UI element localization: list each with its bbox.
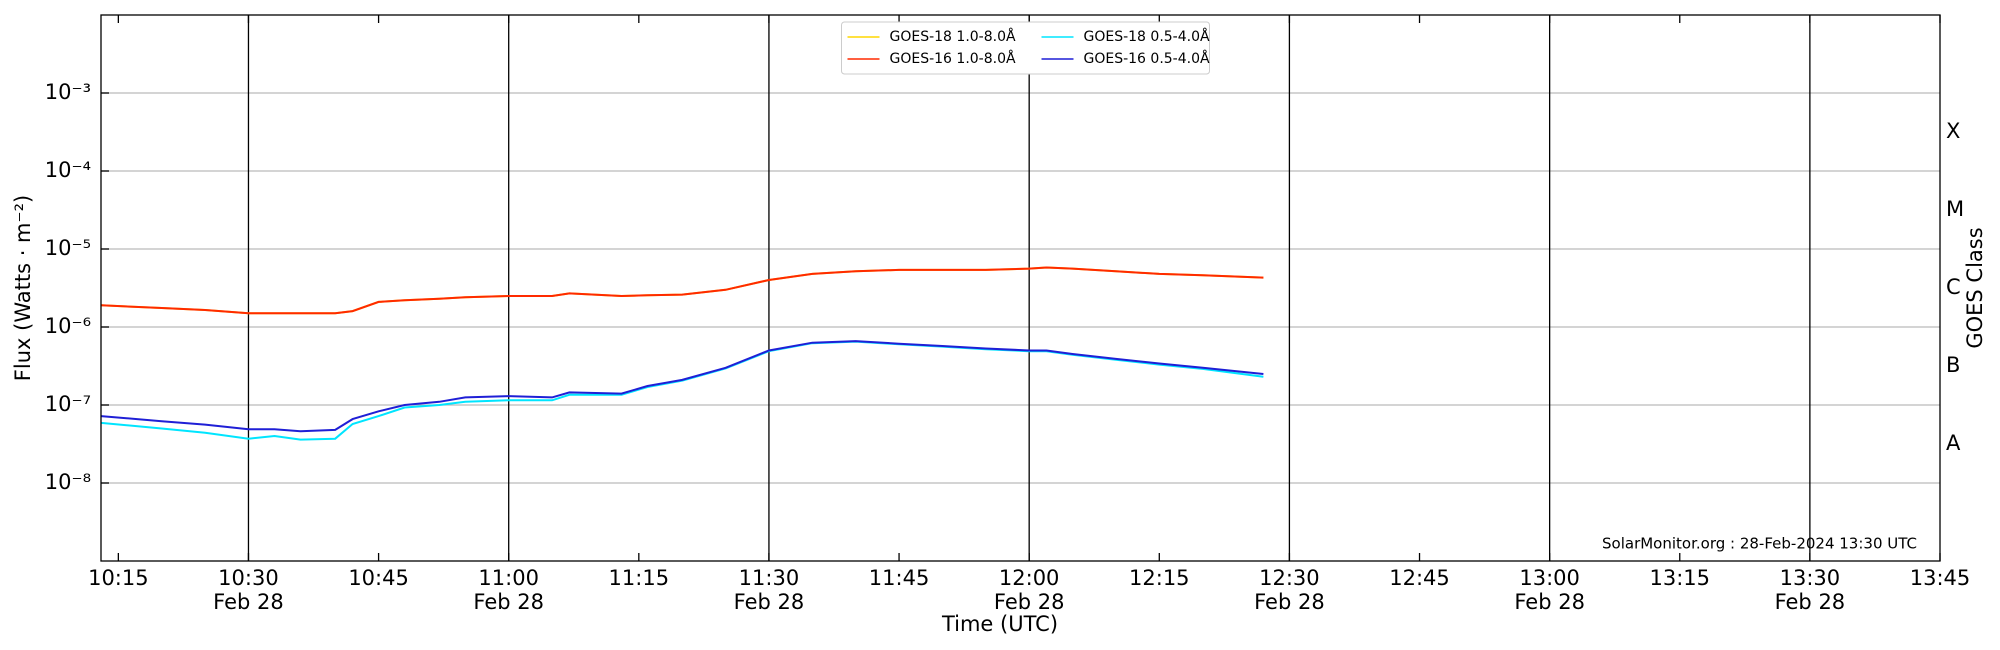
x-tick-label: 11:15 xyxy=(608,566,670,590)
x-tick-label: 10:30 Feb 28 xyxy=(213,566,284,614)
x-tick-label: 12:30 Feb 28 xyxy=(1254,566,1325,614)
x-tick-label: 11:45 xyxy=(868,566,930,590)
y2-tick-label: B xyxy=(1946,353,1960,377)
y-tick-label: 10⁻³ xyxy=(45,80,91,104)
legend-label: GOES-16 0.5-4.0Å xyxy=(1084,50,1210,67)
annotation: SolarMonitor.org : 28-Feb-2024 13:30 UTC xyxy=(1602,535,1917,553)
y-tick-label: 10⁻⁸ xyxy=(45,470,91,494)
y2-axis-label: GOES Class xyxy=(1963,227,1987,348)
x-tick-label: 10:15 xyxy=(88,566,149,590)
x-tick-label: 11:00 Feb 28 xyxy=(473,566,544,614)
legend-label: GOES-18 0.5-4.0Å xyxy=(1084,28,1210,45)
series-line xyxy=(100,340,1264,433)
y-tick-label: 10⁻⁶ xyxy=(45,314,91,338)
legend: GOES-18 1.0-8.0Å GOES-16 1.0-8.0Å GOES-18 … xyxy=(841,21,1210,75)
x-tick-label: 13:00 Feb 28 xyxy=(1514,566,1585,614)
x-axis-label: Time (UTC) xyxy=(941,612,1058,636)
plot-frame xyxy=(100,14,1941,562)
y-tick-label: 10⁻⁷ xyxy=(45,392,91,416)
x-tick-label: 12:15 xyxy=(1129,566,1190,590)
y2-tick-label: A xyxy=(1946,431,1961,455)
legend-label: GOES-18 1.0-8.0Å xyxy=(890,28,1016,45)
y2-tick-label: X xyxy=(1946,119,1960,143)
legend-box xyxy=(841,21,1210,75)
x-tick-label: 13:30 Feb 28 xyxy=(1774,566,1846,614)
y2-tick-label: M xyxy=(1946,197,1964,221)
series-line xyxy=(100,266,1264,315)
y-tick-label: 10⁻⁴ xyxy=(45,158,91,182)
x-tick-label: 10:45 xyxy=(348,566,409,590)
series-line xyxy=(100,266,1264,315)
y-tick-label: 10⁻⁵ xyxy=(45,236,91,260)
x-tick-label: 13:15 xyxy=(1649,566,1711,590)
y2-tick-label: C xyxy=(1946,275,1961,299)
x-tick-label: 12:45 xyxy=(1389,566,1450,590)
legend-label: GOES-16 1.0-8.0Å xyxy=(890,50,1016,67)
y-axis-label: Flux (Watts · m⁻²) xyxy=(11,195,35,381)
x-tick-label: 13:45 xyxy=(1909,566,1971,590)
x-tick-label: 11:30 Feb 28 xyxy=(733,566,805,614)
x-tick-label: 12:00 Feb 28 xyxy=(993,566,1065,614)
